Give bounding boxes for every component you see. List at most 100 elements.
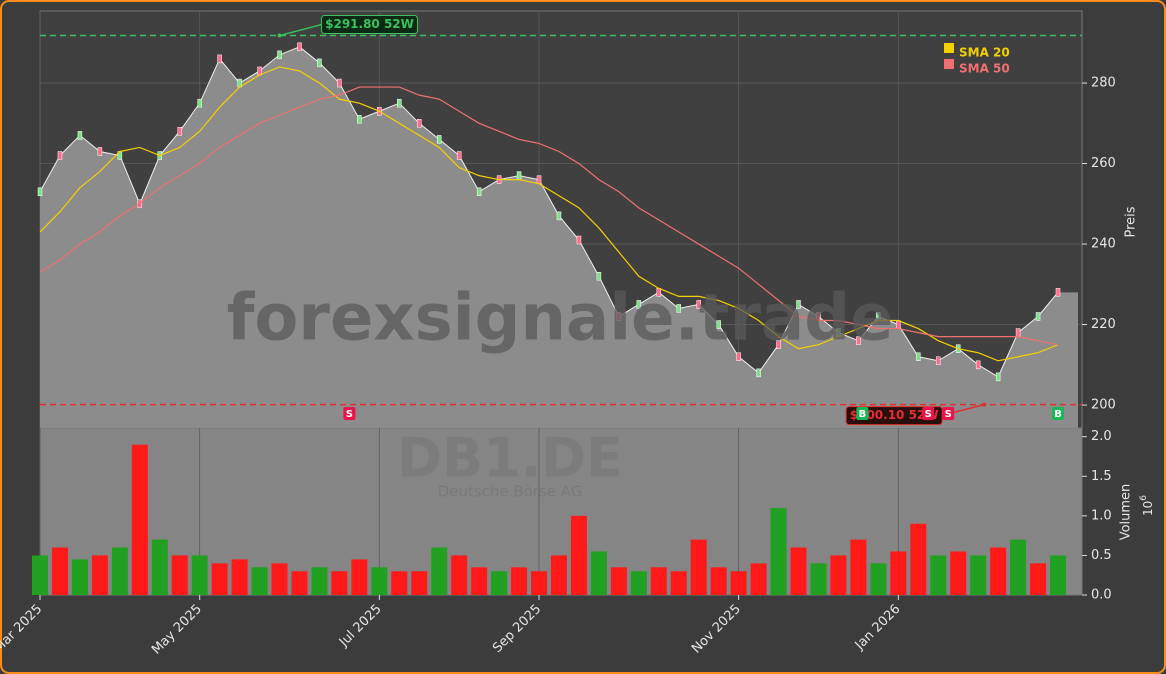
candle xyxy=(297,42,302,52)
volume-bar xyxy=(271,563,288,595)
candle xyxy=(975,360,981,370)
volume-bar xyxy=(451,555,468,595)
candle xyxy=(556,211,562,221)
y-tick-label: 240 xyxy=(1091,237,1116,252)
volume-bar xyxy=(770,507,787,595)
extreme-arrow xyxy=(279,23,322,37)
volume-bar xyxy=(570,515,587,595)
volume-bar xyxy=(970,555,987,595)
volume-bar xyxy=(610,567,627,595)
extreme-box xyxy=(845,406,943,426)
volume-bar xyxy=(1010,539,1027,595)
candle xyxy=(436,135,442,144)
legend-swatch xyxy=(944,59,954,69)
volume-bar xyxy=(810,563,827,595)
volume-bar xyxy=(690,539,707,595)
candle xyxy=(536,175,542,184)
volume-bar xyxy=(291,571,308,595)
legend-label: SMA 20 xyxy=(959,46,1010,60)
sma-line xyxy=(39,66,1059,362)
volume-bar xyxy=(51,547,68,595)
signal-label: S xyxy=(346,409,353,420)
candle xyxy=(756,368,761,378)
candle xyxy=(77,131,83,140)
volume-bar xyxy=(730,571,747,595)
volume-bar xyxy=(750,563,767,595)
candle xyxy=(197,98,202,108)
candle xyxy=(97,147,103,156)
candle xyxy=(277,50,282,60)
candle xyxy=(796,300,801,309)
candle xyxy=(1055,288,1061,297)
y-tick-label: 280 xyxy=(1091,76,1116,91)
y-tick-label: 1.5 xyxy=(1091,469,1112,484)
volume-bar xyxy=(511,567,528,595)
volume-bar xyxy=(131,444,148,595)
candle xyxy=(1035,312,1041,321)
volume-bar xyxy=(331,571,348,595)
volume-bar xyxy=(431,547,448,595)
candle xyxy=(417,119,422,128)
volume-bar xyxy=(950,551,967,595)
candle xyxy=(37,187,43,196)
volume-bar xyxy=(890,551,907,595)
watermark: forexsignale.trade xyxy=(227,282,894,356)
volume-scale: 106 xyxy=(1139,495,1155,516)
volume-bar xyxy=(930,555,947,595)
volume-bar xyxy=(411,571,428,595)
candle xyxy=(57,151,63,160)
candle xyxy=(397,98,402,108)
volume-bar xyxy=(351,559,368,595)
volume-bar xyxy=(590,551,607,595)
candle xyxy=(1015,328,1021,337)
symbol-watermark: DB1.DE xyxy=(397,427,623,490)
volume-bar xyxy=(550,555,567,595)
candle xyxy=(257,66,262,76)
candle xyxy=(676,304,681,313)
volume-bar xyxy=(531,571,548,595)
extreme-box xyxy=(321,15,419,35)
volume-bar xyxy=(790,547,807,595)
signal-badge xyxy=(942,407,955,420)
company-watermark: Deutsche Börse AG xyxy=(438,483,583,501)
y-tick-label: 0.0 xyxy=(1091,588,1112,603)
y-tick-label: 220 xyxy=(1091,317,1116,332)
y-tick-label: 2.0 xyxy=(1091,429,1112,444)
volume-bar xyxy=(471,567,488,595)
volume-bar xyxy=(491,571,508,595)
legend-swatch xyxy=(944,43,954,53)
candle xyxy=(616,312,622,321)
sma-line xyxy=(39,86,1059,346)
signal-badge xyxy=(1052,407,1064,420)
volume-bar xyxy=(391,571,408,595)
volume-scale-base: 10 xyxy=(1141,501,1155,516)
candle xyxy=(636,300,642,309)
candle xyxy=(217,54,222,64)
y-tick-label: 0.5 xyxy=(1091,548,1112,563)
candle xyxy=(935,356,941,366)
signal-badge xyxy=(922,407,935,420)
volume-axis-label: Volumen xyxy=(1119,484,1134,541)
signal-label: S xyxy=(925,409,932,420)
candle xyxy=(856,336,861,345)
candle xyxy=(317,58,322,68)
volume-bar xyxy=(191,555,208,595)
y-tick-label: 200 xyxy=(1091,398,1116,413)
candle xyxy=(476,187,482,196)
candle xyxy=(456,151,462,160)
volume-bar xyxy=(910,523,927,595)
volume-bar xyxy=(371,567,388,595)
price-area xyxy=(40,46,1078,428)
candle xyxy=(357,115,362,124)
volume-bar xyxy=(111,547,128,595)
candle xyxy=(776,340,781,349)
candle xyxy=(337,78,342,88)
price-axis-label: Preis xyxy=(1124,206,1139,237)
volume-bar xyxy=(91,555,108,595)
signal-badge xyxy=(856,407,869,420)
volume-bar xyxy=(830,555,847,595)
volume-bar xyxy=(32,555,48,595)
extreme-label: $200.10 52W xyxy=(850,408,939,422)
candle xyxy=(736,352,741,362)
